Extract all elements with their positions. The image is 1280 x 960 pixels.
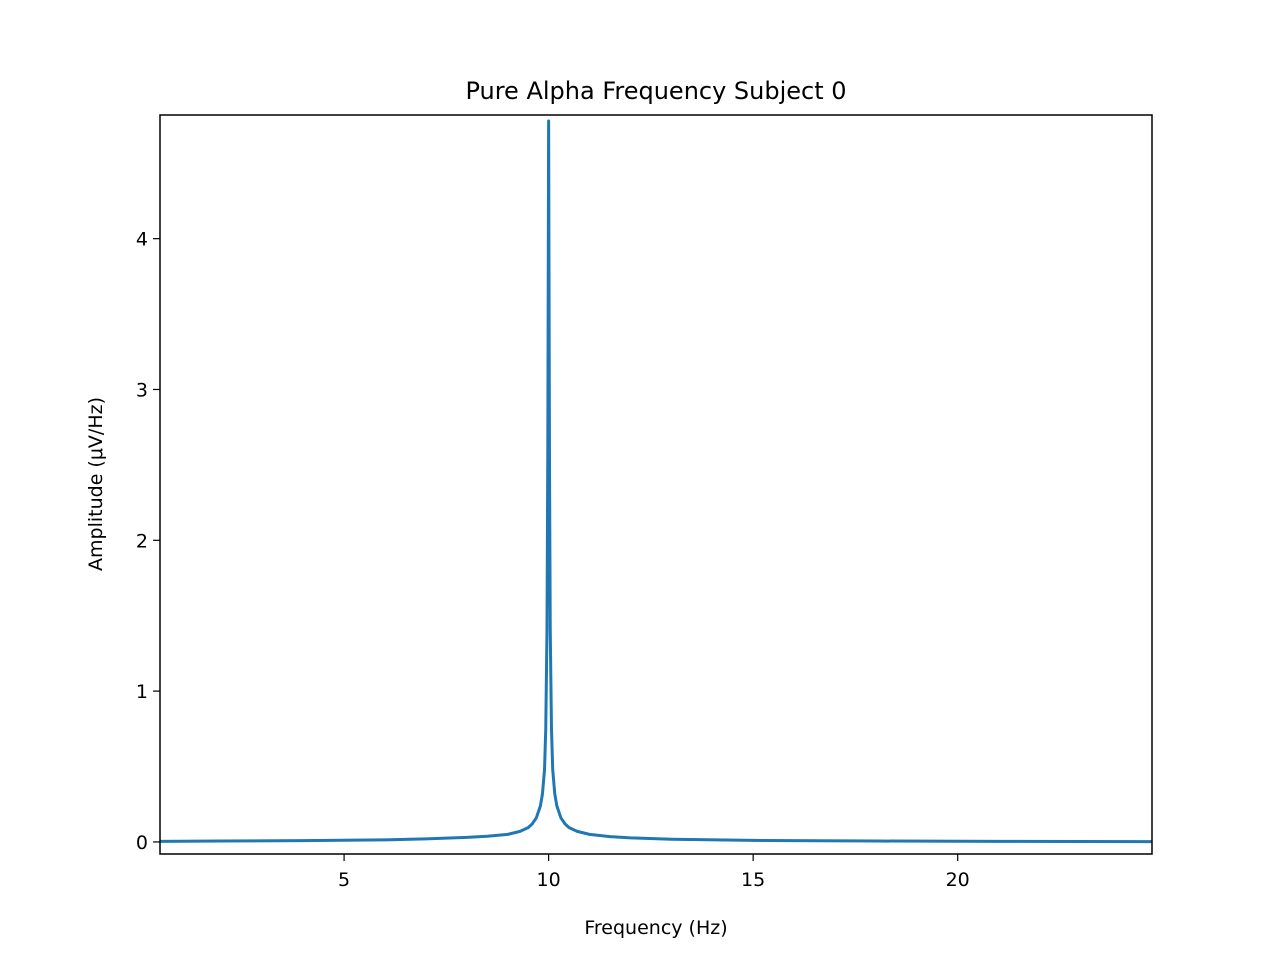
x-axis-label: Frequency (Hz) — [584, 917, 727, 939]
y-tick-label: 1 — [136, 681, 148, 703]
y-tick-label: 4 — [136, 229, 148, 251]
y-axis-label: Amplitude (μV/Hz) — [85, 397, 107, 571]
x-tick-label: 20 — [946, 869, 970, 891]
plot-area — [160, 119, 1152, 844]
x-tick-label: 15 — [741, 869, 765, 891]
chart-title: Pure Alpha Frequency Subject 0 — [465, 77, 846, 105]
y-tick-label: 0 — [136, 832, 148, 854]
x-tick-label: 5 — [338, 869, 350, 891]
ticks-group: 5 10 15 20 0 1 2 3 4 — [136, 229, 970, 891]
axes-frame — [159, 114, 1153, 855]
series-line — [160, 119, 1152, 844]
x-tick-label: 10 — [537, 869, 561, 891]
y-tick-label: 2 — [136, 530, 148, 552]
y-tick-label: 3 — [136, 379, 148, 401]
